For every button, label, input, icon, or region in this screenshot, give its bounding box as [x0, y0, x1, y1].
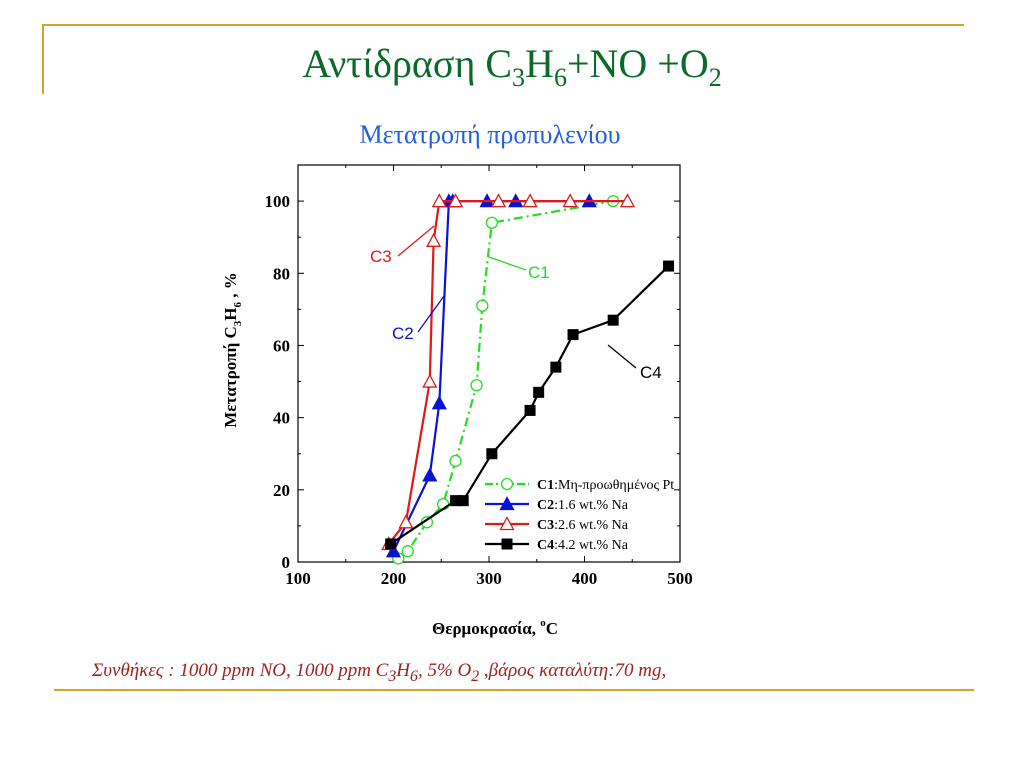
legend-label-text: :Μη-προωθημένος Pt	[554, 478, 674, 493]
data-point-c3	[447, 193, 464, 208]
x-tick-label: 200	[381, 569, 407, 588]
legend-marker-c1	[500, 477, 514, 491]
data-point-c1	[470, 379, 483, 392]
x-tick-label: 500	[667, 569, 693, 588]
y-tick-label: 60	[273, 336, 290, 355]
conditions-note: Συνθήκες : 1000 ppm NO, 1000 ppm C3H6, 5…	[92, 660, 667, 685]
y-tick-label: 80	[273, 264, 290, 283]
legend-label-text: :1.6 wt.% Na	[554, 498, 629, 513]
y-tick-label: 20	[273, 481, 290, 500]
data-point-c1	[485, 216, 499, 229]
legend-label-c1: C1:Μη-προωθημένος Pt	[537, 478, 674, 493]
data-point-c4	[607, 314, 619, 326]
frame-top-line	[42, 24, 964, 26]
callout-leader-c2	[417, 295, 445, 333]
data-point-c4	[663, 260, 675, 272]
data-point-c4	[486, 448, 498, 460]
data-point-c4	[457, 495, 469, 507]
chart-title: Μετατροπή προπυλενίου	[359, 120, 621, 149]
data-point-c4	[550, 361, 562, 373]
legend-marker-c4	[501, 538, 513, 550]
callout-label-c1: C1	[528, 263, 550, 282]
callout-leader-c3	[397, 225, 435, 257]
data-point-c2	[431, 395, 447, 410]
data-point-c4	[385, 538, 397, 550]
y-tick-label: 100	[265, 192, 291, 211]
data-point-c3	[522, 193, 538, 208]
legend-label-text: :2.6 wt.% Na	[554, 518, 629, 533]
series-line-c3	[387, 199, 628, 545]
page-title: Αντίδραση C3H6+NO +O2	[302, 41, 722, 92]
data-point-c3	[619, 193, 636, 208]
data-point-c1	[449, 454, 462, 468]
data-point-c3	[431, 193, 447, 208]
data-point-c2	[422, 467, 438, 482]
legend-label-c3: C3:2.6 wt.% Na	[537, 518, 629, 533]
callout-label-c4: C4	[640, 363, 662, 382]
legend-label-bold: C3	[537, 518, 554, 533]
axis-ticks: 100 200 300 400 500 0 20 40 60 80 100	[265, 164, 693, 588]
data-point-c3	[422, 373, 438, 388]
data-point-c3	[426, 232, 442, 247]
x-tick-label: 400	[572, 569, 598, 588]
data-point-c4	[533, 386, 545, 398]
data-point-c3	[562, 193, 578, 208]
series-layer	[381, 193, 675, 565]
legend-marker-c3	[499, 516, 515, 531]
y-tick-label: 0	[282, 553, 291, 572]
series-c4	[385, 260, 675, 550]
legend-label-c4: C4:4.2 wt.% Na	[537, 538, 629, 553]
x-tick-label: 300	[476, 569, 502, 588]
callout-leader-c1	[488, 256, 527, 271]
data-point-c1	[476, 299, 489, 312]
legend-label-c2: C2:1.6 wt.% Na	[537, 498, 629, 513]
legend-label-bold: C1	[537, 478, 554, 493]
data-point-c1	[401, 545, 414, 558]
x-axis-label: Θερμοκρασία, oC	[432, 617, 558, 638]
callout-label-c2: C2	[392, 324, 414, 343]
data-point-c3	[490, 193, 507, 208]
legend-marker-c2	[499, 496, 515, 511]
data-point-c4	[567, 329, 579, 341]
y-axis-label: Μετατροπή C3H6 , %	[221, 272, 244, 428]
legend-label-bold: C4	[537, 538, 554, 553]
frame-left-line	[42, 24, 44, 94]
x-tick-label: 100	[285, 569, 311, 588]
legend-label-bold: C2	[537, 498, 554, 513]
data-point-c2	[385, 543, 402, 558]
legend-label-text: :4.2 wt.% Na	[554, 538, 629, 553]
data-point-c3	[398, 514, 414, 529]
frame-bottom-line	[54, 689, 974, 691]
callout-label-c3: C3	[370, 247, 392, 266]
data-point-c4	[524, 404, 536, 416]
callouts: C1 C2 C3 C4	[370, 225, 662, 382]
callout-leader-c4	[607, 344, 637, 369]
y-tick-label: 40	[273, 409, 290, 428]
